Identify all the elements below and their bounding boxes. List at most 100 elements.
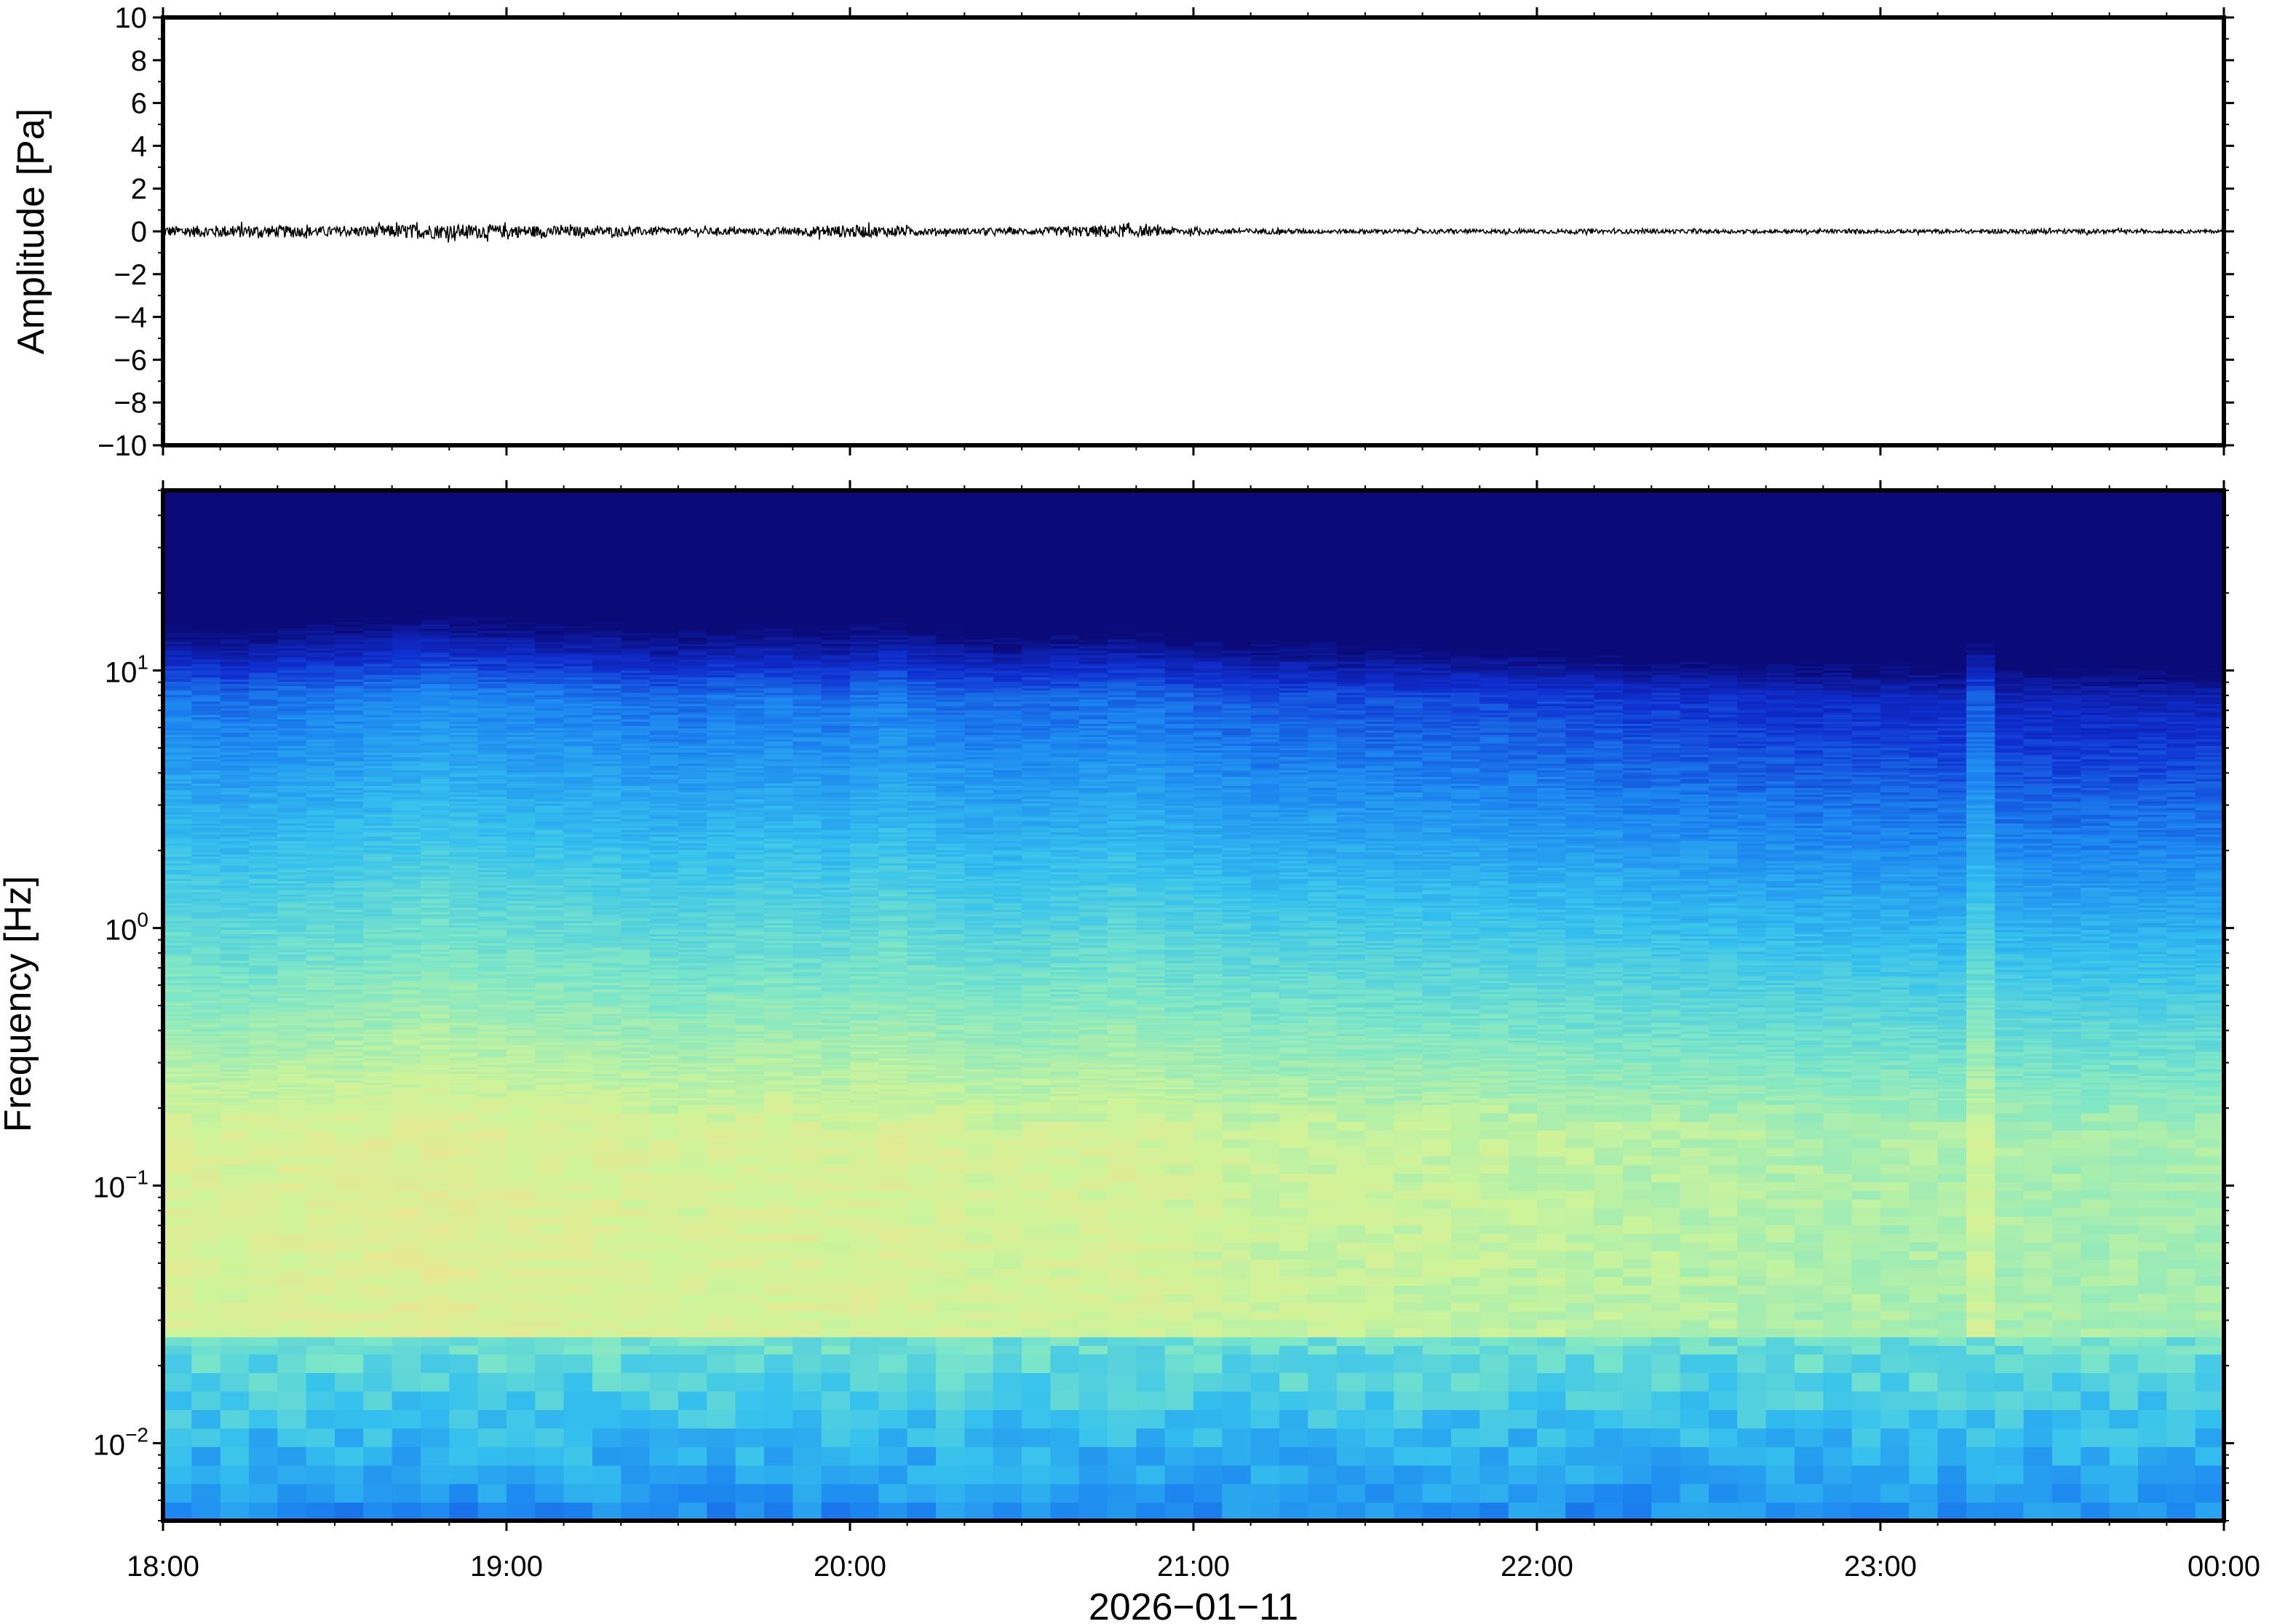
spectrogram-cell: [1623, 1328, 1652, 1337]
spectrogram-cell: [792, 1075, 822, 1078]
spectrogram-cell: [1279, 1502, 1308, 1521]
spectrogram-cell: [1623, 1086, 1652, 1090]
spectrogram-cell: [1164, 1099, 1194, 1103]
spectrogram-cell: [1164, 1051, 1194, 1054]
spectrogram-cell: [592, 1042, 621, 1046]
spectrogram-cell: [277, 1057, 307, 1061]
spectrogram-cell: [850, 1038, 879, 1041]
spectrogram-cell: [1709, 1051, 1738, 1054]
spectrogram-cell: [1651, 1112, 1681, 1123]
spectrogram-cell: [506, 1057, 536, 1061]
spectrogram-cell: [1193, 1337, 1223, 1346]
spectrogram-cell: [649, 1055, 679, 1059]
spectrogram-cell: [220, 1042, 250, 1046]
spectrogram-cell: [363, 1139, 393, 1148]
spectrogram-cell: [1508, 1251, 1538, 1260]
spectrogram-cell: [1594, 1055, 1624, 1059]
spectrogram-cell: [1336, 1069, 1366, 1072]
spectrogram-cell: [1279, 1051, 1308, 1054]
spectrogram-cell: [1050, 1199, 1080, 1209]
spectrogram-cell: [1479, 1082, 1509, 1086]
spectrogram-cell: [335, 1078, 364, 1080]
spectrogram-cell: [1222, 1337, 1252, 1346]
spectrogram-cell: [1680, 1276, 1709, 1286]
spectrogram-cell: [1365, 1057, 1394, 1061]
spectrogram-cell: [792, 1267, 822, 1278]
spectrogram-cell: [1880, 1078, 1910, 1080]
spectrogram-cell: [1823, 1302, 1853, 1312]
spectrogram-cell: [1565, 1484, 1595, 1503]
spectrogram-cell: [1394, 1207, 1423, 1217]
spectrogram-cell: [649, 1053, 679, 1056]
spectrogram-cell: [1308, 1062, 1338, 1065]
spectrogram-cell: [1022, 1064, 1051, 1067]
spectrogram-cell: [1250, 1084, 1280, 1088]
spectrogram-cell: [249, 1104, 278, 1114]
spectrogram-cell: [1537, 1059, 1566, 1063]
spectrogram-cell: [678, 1409, 707, 1429]
spectrogram-cell: [1594, 1084, 1624, 1088]
spectrogram-cell: [249, 1130, 278, 1139]
spectrogram-cell: [1966, 1259, 1995, 1269]
spectrogram-cell: [2052, 1302, 2081, 1312]
spectrogram-cell: [936, 1139, 965, 1148]
spectrogram-cell: [1823, 1130, 1853, 1139]
spectrogram-cell: [2166, 1190, 2196, 1200]
spectrogram-cell: [306, 1099, 335, 1103]
spectrogram-cell: [2138, 1040, 2167, 1043]
spectrogram-cell: [936, 1353, 965, 1374]
spectrogram-cell: [1308, 1390, 1338, 1410]
spectrogram-cell: [335, 1040, 364, 1043]
spectrogram-cell: [1050, 1086, 1080, 1090]
spectrogram-cell: [850, 1337, 879, 1346]
spectrogram-cell: [1250, 1104, 1280, 1114]
spectrogram-cell: [2195, 1046, 2224, 1050]
spectrogram-cell: [1136, 1059, 1166, 1063]
spectrogram-cell: [907, 1216, 937, 1226]
spectrogram-cell: [592, 1446, 621, 1466]
spectrogram-cell: [1451, 1048, 1480, 1052]
spectrogram-cell: [2109, 1071, 2139, 1074]
spectrogram-cell: [306, 1093, 335, 1096]
spectrogram-cell: [1623, 1310, 1652, 1321]
spectrogram-cell: [2052, 1067, 2081, 1070]
spectrogram-cell: [792, 1064, 822, 1067]
spectrogram-cell: [477, 1075, 507, 1078]
spectrogram-cell: [563, 1042, 593, 1046]
spectrogram-cell: [1336, 1216, 1366, 1226]
spectrogram-cell: [821, 1102, 851, 1105]
spectrogram-cell: [1966, 1040, 1995, 1043]
spectrogram-cell: [220, 1465, 250, 1484]
spectrogram-cell: [878, 1502, 908, 1521]
spectrogram-cell: [1479, 1233, 1509, 1243]
spectrogram-cell: [993, 1390, 1022, 1410]
spectrogram-cell: [1451, 1084, 1480, 1088]
spectrogram-cell: [249, 1082, 278, 1086]
spectrogram-cell: [1222, 1042, 1252, 1046]
spectrogram-cell: [477, 1225, 507, 1234]
spectrogram-cell: [1164, 1502, 1194, 1521]
spectrogram-cell: [678, 1084, 707, 1088]
spectrogram-cell: [477, 1199, 507, 1209]
spectrogram-cell: [1222, 1251, 1252, 1260]
spectrogram-cell: [678, 1080, 707, 1083]
spectrogram-cell: [2109, 1121, 2139, 1131]
spectrogram-cell: [249, 1112, 278, 1123]
spectrogram-cell: [907, 1428, 937, 1447]
spectrogram-cell: [735, 1310, 765, 1321]
spectrogram-cell: [1078, 1055, 1108, 1059]
spectrogram-cell: [707, 1155, 736, 1166]
spectrogram-cell: [1164, 1409, 1194, 1429]
spectrogram-cell: [1594, 1345, 1624, 1355]
spectrogram-cell: [563, 1062, 593, 1065]
spectrogram-cell: [220, 1302, 250, 1312]
spectrogram-cell: [907, 1139, 937, 1148]
waveform-y-tick-label: −8: [114, 387, 147, 419]
spectrogram-cell: [1765, 1084, 1795, 1088]
spectrogram-cell: [1222, 1059, 1252, 1063]
spectrogram-cell: [477, 1484, 507, 1503]
spectrogram-cell: [449, 1130, 479, 1139]
spectrogram-cell: [1851, 1242, 1881, 1251]
spectrogram-cell: [1136, 1173, 1166, 1182]
spectrogram-cell: [735, 1446, 765, 1466]
